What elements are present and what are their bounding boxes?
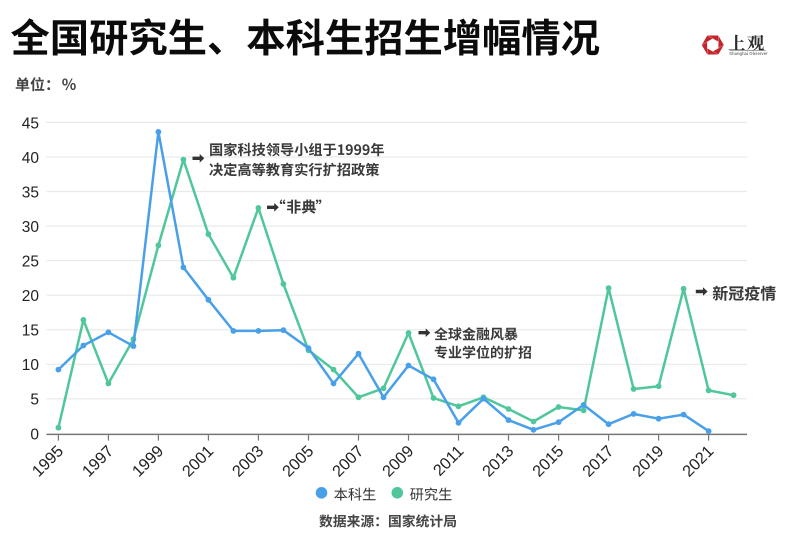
svg-text:0: 0 — [30, 426, 39, 443]
svg-text:10: 10 — [22, 357, 40, 374]
svg-text:5: 5 — [30, 392, 39, 409]
svg-text:25: 25 — [22, 254, 39, 271]
svg-text:40: 40 — [22, 150, 40, 167]
svg-text:Shanghai Observer: Shanghai Observer — [729, 51, 768, 56]
svg-text:35: 35 — [22, 184, 39, 201]
svg-text:45: 45 — [22, 115, 39, 132]
svg-text:15: 15 — [22, 323, 39, 340]
svg-text:30: 30 — [22, 219, 40, 236]
svg-text:20: 20 — [22, 288, 40, 305]
